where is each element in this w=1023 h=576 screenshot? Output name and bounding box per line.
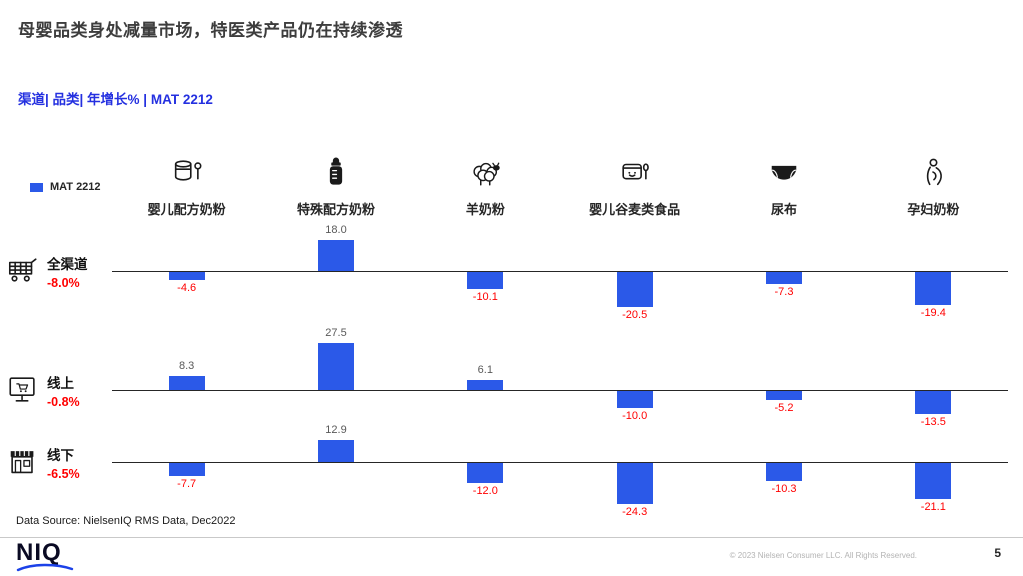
category-label: 羊奶粉 xyxy=(465,202,505,217)
category-label: 尿布 xyxy=(770,202,797,217)
sheep-icon xyxy=(468,156,502,190)
bar-value-label: -7.3 xyxy=(774,286,794,299)
bar xyxy=(915,463,952,499)
diaper-icon xyxy=(767,156,801,190)
bar xyxy=(318,440,354,462)
page-number: 5 xyxy=(994,546,1001,560)
row-header-text: 全渠道 -8.0% xyxy=(47,253,88,290)
pregnant-woman-icon xyxy=(916,156,950,190)
niq-logo-swoosh-icon xyxy=(16,563,74,572)
bar xyxy=(616,391,653,408)
bar xyxy=(616,272,653,307)
bar xyxy=(915,391,952,414)
bar-value-label: -5.2 xyxy=(774,401,794,414)
bar-value-label: 6.1 xyxy=(477,363,493,376)
bar xyxy=(467,272,504,290)
bar-value-label: -10.0 xyxy=(622,410,648,422)
bar-value-label: -19.4 xyxy=(920,306,946,319)
row-baseline xyxy=(112,271,1008,272)
niq-logo: NIQ xyxy=(16,541,86,572)
legend: MAT 2212 xyxy=(30,181,101,193)
bar-value-label: -21.1 xyxy=(920,500,946,513)
bar-value-label: -10.1 xyxy=(472,291,498,304)
row-header-text: 线上 -0.8% xyxy=(47,372,80,409)
bar-value-label: -7.7 xyxy=(177,478,197,491)
bar xyxy=(318,240,354,271)
bar-value-label: -20.5 xyxy=(622,308,648,321)
legend-label: MAT 2212 xyxy=(50,181,101,193)
bar-value-label: 27.5 xyxy=(325,327,347,340)
bar-value-label: -12.0 xyxy=(472,485,498,498)
row-total-pct: -6.5% xyxy=(47,466,80,481)
page-title: 母婴品类身处减量市场，特医类产品仍在持续渗透 xyxy=(18,21,403,40)
bar-value-label: 12.9 xyxy=(325,424,347,437)
chart-subtitle: 渠道| 品类| 年增长% | MAT 2212 xyxy=(18,92,213,107)
cereal-bowl-icon xyxy=(618,156,652,190)
row-total-pct: -0.8% xyxy=(47,394,80,409)
bar-value-label: -24.3 xyxy=(622,506,648,519)
row-label: 线上 xyxy=(47,375,74,391)
row-total-pct: -8.0% xyxy=(47,275,80,290)
baby-bottle-icon xyxy=(319,156,353,190)
row-baseline xyxy=(112,462,1008,463)
bar xyxy=(168,375,205,390)
footer-divider xyxy=(0,537,1023,538)
bar-value-label: 18.0 xyxy=(325,224,347,237)
bar-value-label: -13.5 xyxy=(920,415,946,428)
bar xyxy=(915,272,952,305)
copyright-text: © 2023 Nielsen Consumer LLC. All Rights … xyxy=(729,551,917,560)
category-label: 婴儿配方奶粉 xyxy=(147,202,226,217)
bar xyxy=(467,379,504,390)
legend-swatch xyxy=(30,182,43,192)
row-header: 全渠道 -8.0% xyxy=(6,239,88,303)
category-label: 特殊配方奶粉 xyxy=(296,202,375,217)
row-baseline xyxy=(112,390,1008,391)
shopping-cart-icon xyxy=(6,254,40,288)
bar xyxy=(467,463,504,484)
bar xyxy=(766,391,802,400)
data-source-note: Data Source: NielsenIQ RMS Data, Dec2022 xyxy=(16,515,236,527)
niq-logo-text: NIQ xyxy=(16,539,62,566)
bar xyxy=(766,272,802,285)
bar xyxy=(766,463,802,481)
category-label: 婴儿谷麦类食品 xyxy=(589,202,681,217)
bar xyxy=(616,463,653,505)
bar xyxy=(168,463,205,477)
bar-value-label: -4.6 xyxy=(177,281,197,294)
bar-value-label: -10.3 xyxy=(771,482,797,495)
bar-value-label: 8.3 xyxy=(179,359,195,372)
category-label: 孕妇奶粉 xyxy=(907,202,960,217)
row-header: 线上 -0.8% xyxy=(6,358,80,422)
online-shop-icon xyxy=(6,373,40,407)
row-label: 全渠道 xyxy=(47,256,88,272)
row-header: 线下 -6.5% xyxy=(6,430,80,494)
bar xyxy=(168,272,205,280)
bar xyxy=(318,343,354,390)
milk-can-icon xyxy=(170,156,204,190)
row-header-text: 线下 -6.5% xyxy=(47,444,80,481)
row-label: 线下 xyxy=(47,447,74,463)
offline-store-icon xyxy=(6,445,40,479)
